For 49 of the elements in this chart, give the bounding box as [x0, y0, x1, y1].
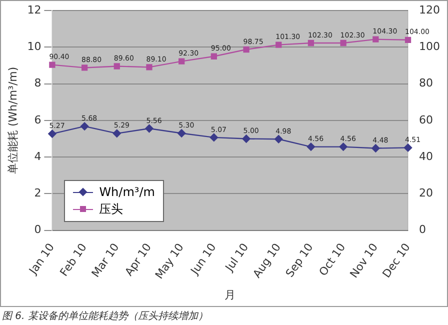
- point: [340, 40, 346, 46]
- x-tick-label: Jun 10: [188, 240, 219, 278]
- point: [308, 40, 314, 46]
- point: [372, 36, 379, 42]
- point: [372, 144, 380, 152]
- point: [81, 64, 88, 71]
- y-tick-label: 2: [34, 186, 42, 200]
- y2-tick-label: 0: [419, 223, 426, 236]
- y-tick-label: 10: [27, 40, 42, 54]
- point: [48, 130, 56, 138]
- point: [146, 64, 152, 70]
- y-tick-label: 4: [34, 150, 42, 163]
- y-tick-label: 8: [34, 76, 42, 90]
- point: [339, 142, 348, 151]
- point: [306, 142, 316, 151]
- point: [276, 42, 282, 48]
- x-tick-label: Sep 10: [283, 240, 316, 280]
- point: [80, 122, 89, 130]
- y-tick-label: 0: [34, 223, 42, 236]
- point: [404, 36, 412, 43]
- x-tick-label: Oct 10: [316, 240, 348, 278]
- y2-tick-label: 60: [419, 113, 434, 126]
- point: [210, 133, 218, 142]
- point: [210, 53, 218, 60]
- y2-tick-label: 80: [419, 76, 434, 90]
- point: [274, 135, 283, 144]
- y2-tick-label: 100: [419, 40, 440, 54]
- x-tick-label: Jul 10: [222, 240, 252, 274]
- point: [242, 134, 250, 143]
- x-axis-title: 月: [224, 288, 236, 302]
- x-tick-label: Feb 10: [57, 240, 90, 279]
- point: [177, 129, 186, 138]
- y-axis-title: 单位能耗 (Wh/m³/m): [6, 66, 20, 174]
- legend-label: Wh/m³/m: [99, 184, 155, 202]
- y2-tick-label: 20: [419, 186, 434, 200]
- point: [178, 58, 185, 64]
- y-tick-label: 6: [34, 113, 42, 126]
- point: [112, 129, 121, 138]
- legend-label: 压头: [99, 201, 124, 218]
- x-tick-label: Jan 10: [26, 240, 57, 278]
- point: [145, 124, 154, 133]
- y2-tick-label: 120: [419, 3, 440, 16]
- y2-tick-label: 40: [419, 150, 434, 163]
- point: [49, 62, 56, 68]
- caption: 图 6. 某设备的单位能耗趋势（压头持续增加）: [1, 310, 209, 324]
- point: [404, 144, 412, 152]
- point: [114, 63, 120, 70]
- y-tick-label: 12: [27, 3, 42, 16]
- point: [243, 46, 250, 53]
